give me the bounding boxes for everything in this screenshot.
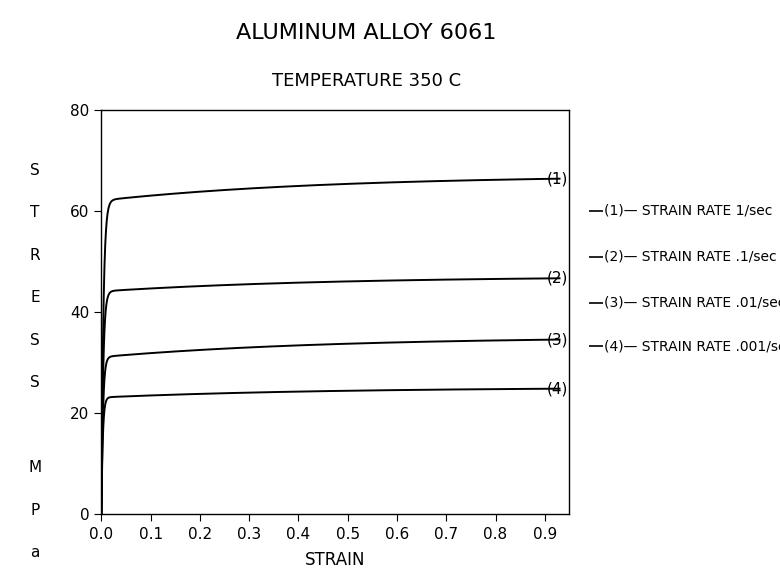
Text: (3): (3) [548, 332, 569, 347]
X-axis label: STRAIN: STRAIN [305, 551, 366, 569]
Text: (4): (4) [548, 381, 569, 396]
Text: TEMPERATURE 350 C: TEMPERATURE 350 C [272, 72, 461, 90]
Text: T: T [30, 205, 40, 220]
Text: (2)— STRAIN RATE .1/sec: (2)— STRAIN RATE .1/sec [604, 250, 777, 264]
Text: E: E [30, 290, 40, 305]
Text: R: R [30, 248, 41, 263]
Text: (2): (2) [548, 271, 569, 286]
Text: (1): (1) [548, 171, 569, 186]
Text: S: S [30, 375, 40, 390]
Text: ALUMINUM ALLOY 6061: ALUMINUM ALLOY 6061 [236, 23, 497, 43]
Text: P: P [30, 503, 40, 518]
Text: M: M [29, 460, 41, 475]
Text: S: S [30, 163, 40, 178]
Text: (4)— STRAIN RATE .001/sec: (4)— STRAIN RATE .001/sec [604, 339, 780, 353]
Text: a: a [30, 545, 40, 560]
Text: (1)— STRAIN RATE 1/sec: (1)— STRAIN RATE 1/sec [604, 204, 773, 218]
Text: S: S [30, 333, 40, 348]
Text: (3)— STRAIN RATE .01/sec: (3)— STRAIN RATE .01/sec [604, 296, 780, 310]
